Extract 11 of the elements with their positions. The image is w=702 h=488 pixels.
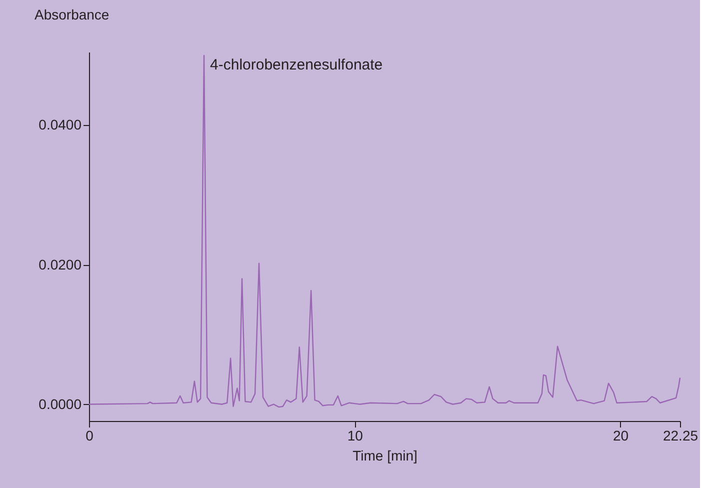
- x-tick-label: 20: [612, 428, 629, 444]
- y-axis-title: Absorbance: [34, 6, 110, 22]
- y-tick-label: 0.0200: [38, 256, 82, 272]
- x-tick-label: 0: [86, 428, 94, 444]
- y-tick-label: 0.0000: [38, 396, 82, 412]
- y-tick-label: 0.0400: [38, 116, 82, 133]
- x-tick-label: 10: [347, 428, 364, 444]
- annotation: 4-chlorobenzenesulfonate: [210, 56, 383, 74]
- x-axis-title: Time [min]: [352, 448, 418, 464]
- x-tick-label: 22.25: [662, 428, 698, 444]
- line-series: [88, 54, 681, 408]
